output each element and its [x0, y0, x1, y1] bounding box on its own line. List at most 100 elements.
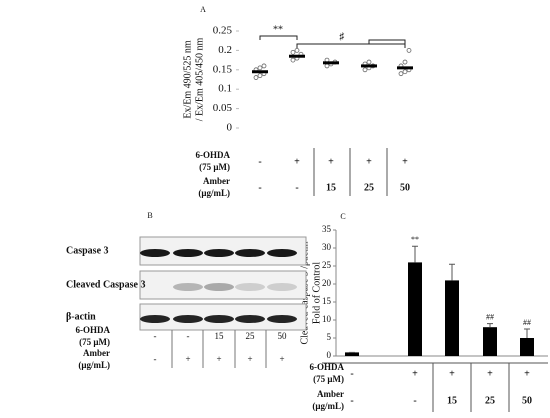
row-cell: 25: [485, 395, 495, 406]
mean-bar: [252, 70, 268, 74]
band: [235, 283, 265, 291]
band-label: β-actin: [66, 311, 96, 322]
row-cell: 50: [400, 182, 410, 193]
blot-frame: [139, 270, 307, 300]
row-cell: +: [487, 368, 493, 379]
y-tick-label: 5: [327, 332, 332, 342]
row-cell: +: [402, 156, 408, 167]
row-cell: +: [247, 354, 252, 364]
row-label: 6-OHDA: [196, 150, 231, 160]
row-label: Amber: [83, 348, 110, 358]
row-cell: 25: [246, 331, 256, 341]
y-tick-label: 0.15: [213, 63, 233, 75]
band-label: Cleaved Caspase 3: [66, 279, 145, 290]
row-cell: +: [449, 368, 455, 379]
y-tick-label: 20: [322, 278, 332, 288]
mean-bar: [323, 61, 339, 65]
row-cell: 15: [215, 331, 225, 341]
row-label: Amber: [317, 389, 344, 399]
point: [253, 75, 259, 80]
row-label: (75 μM): [79, 337, 110, 347]
band: [140, 249, 170, 257]
bracket: [259, 35, 298, 40]
row-cell: +: [185, 354, 190, 364]
band: [267, 315, 297, 323]
y-tick-label: 0.05: [213, 102, 233, 114]
y-tick-label: 0.1: [218, 83, 232, 95]
panel-label: B: [147, 211, 152, 220]
value-label: **: [411, 235, 419, 244]
bar: [345, 352, 359, 356]
mean-bar: [397, 66, 413, 70]
row-cell: -: [413, 395, 416, 406]
y-axis-label: Ex/Em 490/525 nm: [182, 40, 193, 119]
row-cell: +: [524, 368, 530, 379]
row-cell: -: [295, 182, 298, 193]
y-tick-label: 0.2: [218, 44, 232, 56]
band: [235, 249, 265, 257]
band: [204, 283, 234, 291]
band: [140, 315, 170, 323]
mean-bar: [289, 54, 305, 58]
y-axis-label: / Ex/Em 405/450 nm: [194, 37, 205, 121]
band: [204, 315, 234, 323]
point: [290, 49, 296, 55]
error-bar: [524, 328, 530, 338]
y-tick-label: 25: [322, 260, 332, 270]
bar: [445, 280, 459, 356]
row-cell: -: [187, 331, 190, 341]
panel-label: A: [200, 5, 206, 14]
point: [402, 69, 408, 75]
point: [406, 48, 412, 53]
row-label: 6-OHDA: [76, 325, 111, 335]
row-cell: +: [294, 156, 300, 167]
row-cell: -: [350, 368, 353, 379]
point: [261, 63, 267, 69]
row-cell: -: [154, 331, 157, 341]
row-cell: -: [350, 395, 353, 406]
row-label: 6-OHDA: [310, 362, 345, 372]
row-label: (75 μM): [199, 162, 230, 172]
bar: [408, 262, 422, 356]
y-tick-label: 0: [227, 122, 233, 134]
y-axis-label: Fold of Control: [311, 262, 322, 324]
band: [267, 249, 297, 257]
error-bar: [487, 323, 493, 328]
band: [235, 315, 265, 323]
point: [402, 59, 408, 65]
y-tick-label: 0: [327, 350, 332, 360]
bracket: [296, 39, 406, 48]
band-label: Caspase 3: [66, 245, 109, 256]
y-tick-label: 15: [322, 296, 332, 306]
row-cell: 50: [522, 395, 532, 406]
row-cell: -: [258, 156, 261, 167]
point: [324, 63, 330, 69]
row-cell: 15: [447, 395, 457, 406]
bar: [483, 327, 497, 356]
row-label: (μg/mL): [198, 188, 230, 198]
row-cell: 15: [326, 182, 336, 193]
band: [173, 283, 203, 291]
y-tick-label: 30: [322, 242, 332, 252]
value-label: ##: [523, 318, 531, 327]
band: [173, 315, 203, 323]
row-label: (75 μM): [313, 374, 344, 384]
row-label: (μg/mL): [312, 401, 344, 411]
row-cell: +: [328, 156, 334, 167]
point: [362, 67, 368, 73]
point: [257, 73, 263, 79]
band: [204, 249, 234, 257]
y-tick-label: 35: [322, 224, 332, 234]
error-bar: [449, 263, 455, 281]
band: [267, 283, 297, 291]
point: [366, 59, 372, 65]
point: [294, 48, 300, 53]
error-bar: [412, 245, 418, 263]
point: [290, 57, 296, 63]
row-cell: +: [366, 156, 372, 167]
row-cell: -: [258, 182, 261, 193]
y-tick-label: 10: [322, 314, 332, 324]
row-label: Amber: [203, 176, 230, 186]
